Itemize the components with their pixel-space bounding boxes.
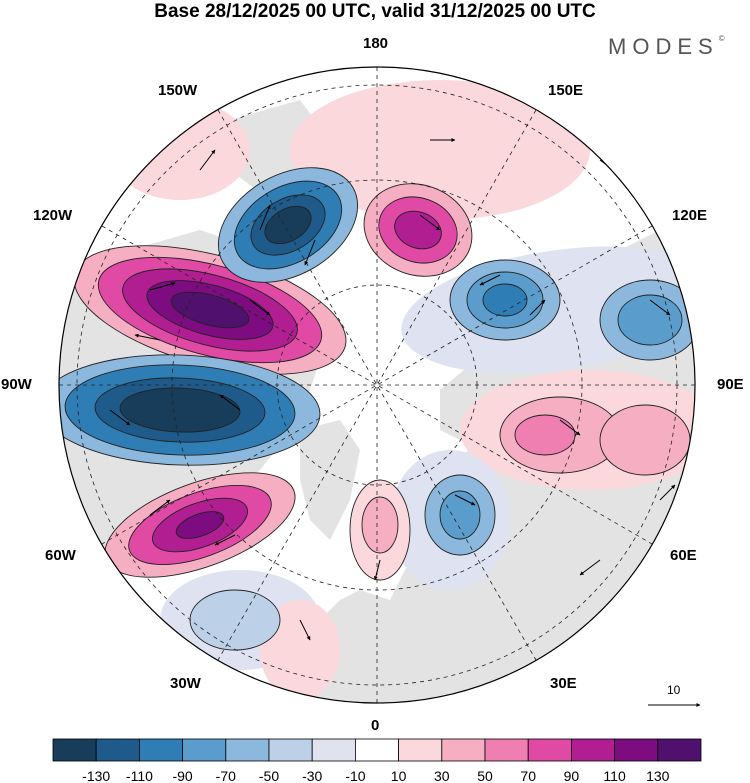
colorbar-swatch xyxy=(657,738,702,762)
colorbar-tick-label: 30 xyxy=(434,768,450,783)
colorbar-tick-label: -30 xyxy=(302,768,322,783)
colorbar-swatch xyxy=(354,738,399,762)
colorbar-tick-label: 70 xyxy=(520,768,536,783)
colorbar-swatch xyxy=(311,738,356,762)
colorbar-swatch xyxy=(441,738,486,762)
colorbar-tick-label: 50 xyxy=(477,768,493,783)
colorbar-tick-label: 110 xyxy=(603,768,626,783)
colorbar-swatch xyxy=(571,738,616,762)
colorbar-tick-label: -110 xyxy=(126,768,153,783)
colorbar-tick-label: 10 xyxy=(391,768,407,783)
copyright-mark: © xyxy=(718,34,725,43)
colorbar-tick-label: -130 xyxy=(82,768,110,783)
colorbar-swatch xyxy=(225,738,270,762)
lon-label-0: 0 xyxy=(371,717,380,734)
colorbar-swatch xyxy=(95,738,140,762)
lon-label-180: 180 xyxy=(363,35,389,52)
negative-anomaly-45e xyxy=(424,474,496,556)
lon-label-120w: 120W xyxy=(33,207,73,224)
colorbar-tick-label: -70 xyxy=(216,768,236,783)
colorbar-swatch xyxy=(527,738,572,762)
positive-anomaly-180 xyxy=(363,183,473,277)
map-title: Base 28/12/2025 00 UTC, valid 31/12/2025… xyxy=(154,1,596,22)
negative-anomaly-150w xyxy=(217,167,359,283)
colorbar-swatch xyxy=(138,738,183,762)
positive-anomaly-10e xyxy=(349,479,411,581)
graticule xyxy=(59,67,695,703)
lon-label-90e: 90E xyxy=(717,376,744,393)
greenland-land xyxy=(300,420,360,540)
lon-label-150w: 150W xyxy=(158,82,198,99)
negative-anomaly-120e xyxy=(449,259,561,341)
lon-label-90w: 90W xyxy=(1,376,32,393)
lon-label-120e: 120E xyxy=(672,207,708,224)
colorbar-swatch xyxy=(268,738,313,762)
negative-anomaly-90w xyxy=(59,354,321,466)
colorbar-swatch xyxy=(52,738,97,762)
pole-region xyxy=(333,340,423,430)
colorbar-tick-label: 90 xyxy=(564,768,580,783)
reference-vector-label: 10 xyxy=(667,683,681,697)
colorbar-tick-label: -90 xyxy=(172,768,192,783)
lon-label-30e: 30E xyxy=(550,675,577,692)
colorbar-swatch xyxy=(484,738,529,762)
positive-anomaly-north-weak xyxy=(290,80,590,220)
colorbar-swatch xyxy=(614,738,659,762)
colorbar-tick-label: 130 xyxy=(646,768,670,783)
colorbar-swatch xyxy=(398,738,443,762)
positive-anomaly-90e xyxy=(499,396,691,476)
colorbar-tick-label: -50 xyxy=(259,768,279,783)
lon-label-150e: 150E xyxy=(548,82,584,99)
lon-label-60e: 60E xyxy=(670,547,697,564)
positive-anomaly-60w xyxy=(104,472,296,578)
lon-label-60w: 60W xyxy=(45,547,76,564)
colorbar-tick-label: -10 xyxy=(345,768,365,783)
positive-anomaly-west xyxy=(73,245,347,375)
map-boundary xyxy=(58,66,696,704)
colorbar-swatch xyxy=(182,738,227,762)
lon-label-30w: 30W xyxy=(170,675,201,692)
positive-anomaly-south-weak xyxy=(260,600,340,700)
negative-anomaly-100e xyxy=(599,279,695,361)
modes-logo: MODES© xyxy=(608,34,725,60)
brand-text: MODES xyxy=(608,34,719,59)
anomaly-fields xyxy=(59,80,695,700)
